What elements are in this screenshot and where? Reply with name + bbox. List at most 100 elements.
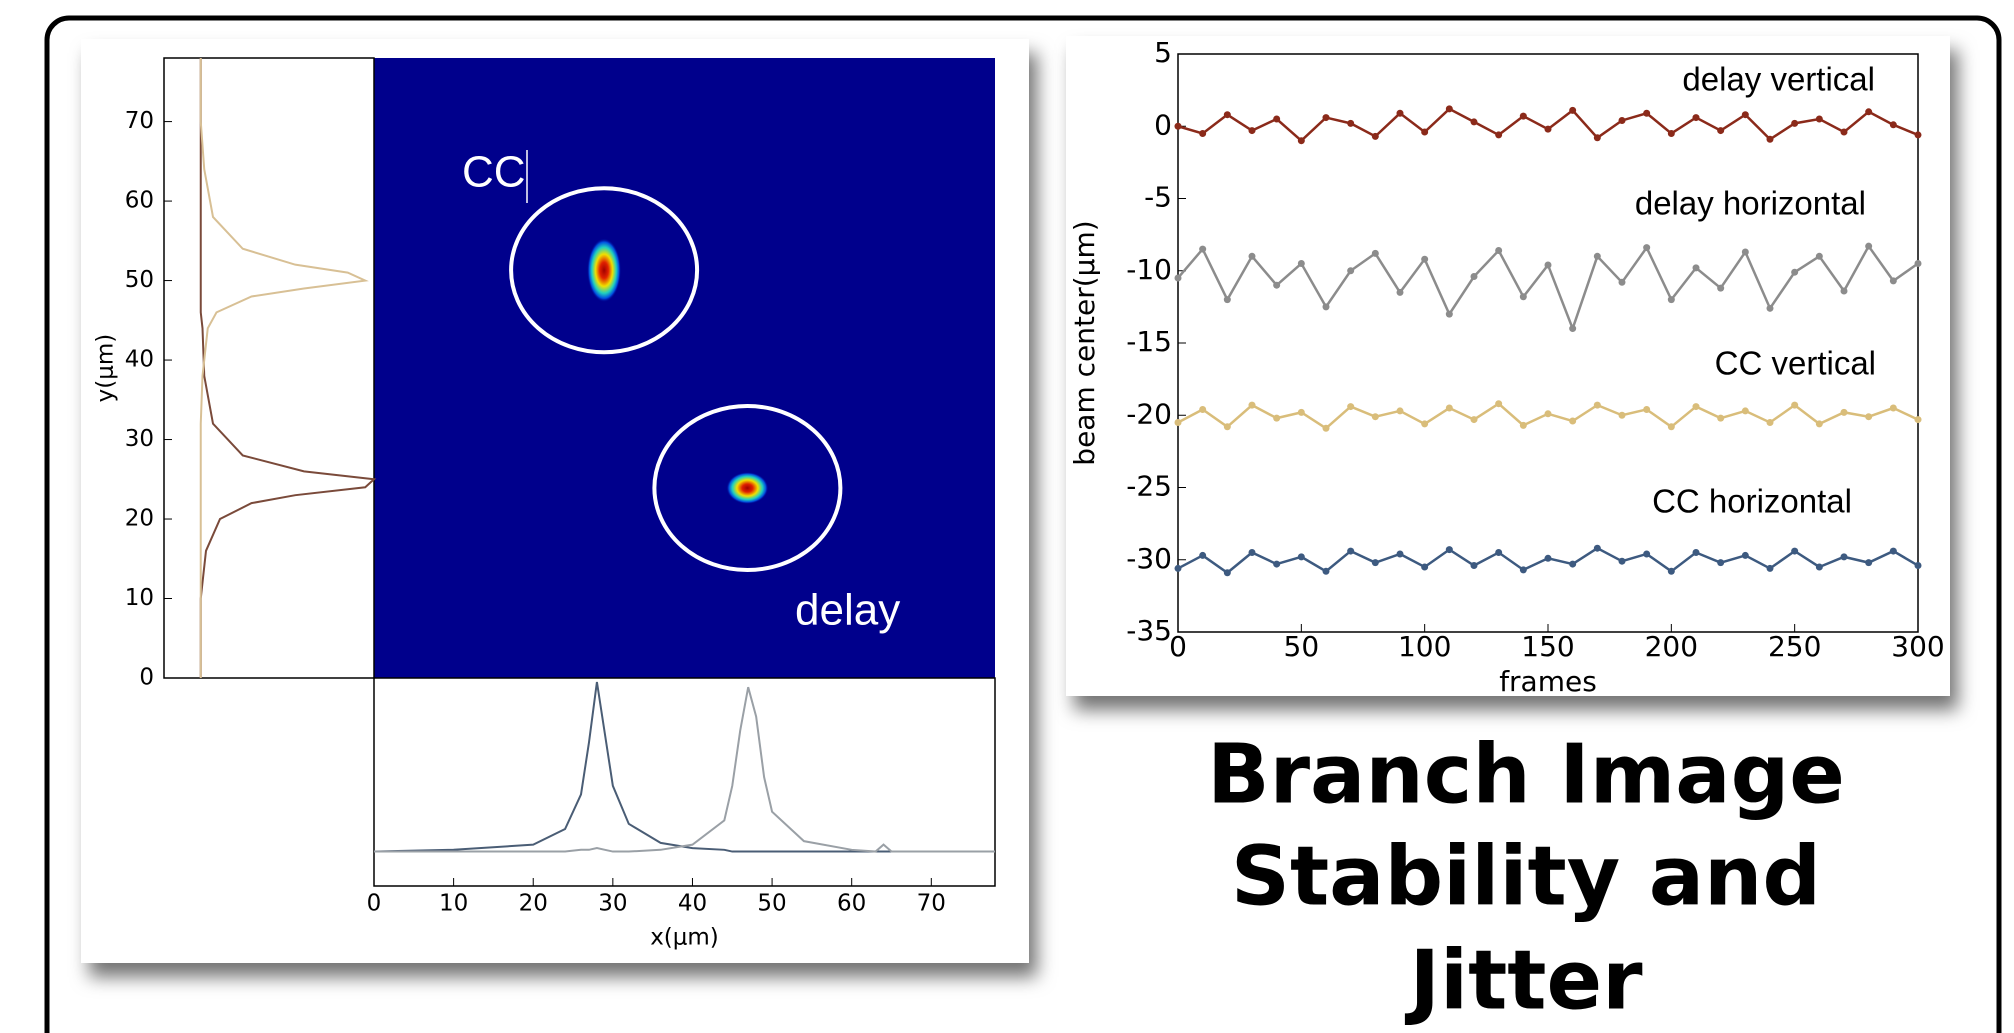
data-point [1397, 289, 1404, 296]
data-point [1742, 552, 1749, 559]
data-point [1791, 402, 1798, 409]
data-point [1446, 405, 1453, 412]
data-point [1249, 127, 1256, 134]
data-point [1175, 274, 1182, 281]
data-point [1915, 562, 1922, 569]
y-tick-label: -15 [1126, 325, 1172, 358]
x-tick-label: 300 [1891, 630, 1944, 663]
data-point [1594, 253, 1601, 260]
data-point [1865, 243, 1872, 250]
data-point [1841, 287, 1848, 294]
data-point [1717, 285, 1724, 292]
y-axis-label: beam center(μm) [1068, 220, 1101, 465]
y-tick-label: 50 [125, 267, 154, 293]
data-point [1890, 277, 1897, 284]
data-point [1471, 273, 1478, 280]
data-point [1397, 407, 1404, 414]
data-point [1619, 412, 1626, 419]
data-point [1717, 559, 1724, 566]
data-point [1841, 409, 1848, 416]
x-tick-label: 10 [439, 891, 468, 917]
data-point [1199, 130, 1206, 137]
data-point [1594, 134, 1601, 141]
data-point [1175, 123, 1182, 130]
data-point [1668, 130, 1675, 137]
data-point [1446, 105, 1453, 112]
annotation: delay [795, 586, 900, 635]
y-tick-label: 60 [125, 188, 154, 214]
data-point [1742, 248, 1749, 255]
data-point [1372, 559, 1379, 566]
data-point [1471, 562, 1478, 569]
data-point [1767, 136, 1774, 143]
data-point [1298, 137, 1305, 144]
y-tick-label: 30 [125, 426, 154, 452]
data-point [1421, 256, 1428, 263]
series-label: CC horizontal [1652, 483, 1852, 520]
data-point [1890, 121, 1897, 128]
y-tick-label: -20 [1126, 397, 1172, 430]
beam-spot [726, 472, 768, 504]
data-point [1520, 113, 1527, 120]
data-point [1520, 293, 1527, 300]
data-point [1249, 253, 1256, 260]
data-point [1717, 415, 1724, 422]
data-point [1347, 267, 1354, 274]
data-point [1890, 405, 1897, 412]
x-tick-label: 50 [1284, 630, 1320, 663]
data-point [1742, 407, 1749, 414]
data-point [1273, 282, 1280, 289]
data-point [1791, 548, 1798, 555]
data-point [1273, 561, 1280, 568]
x-tick-label: 150 [1521, 630, 1574, 663]
data-point [1323, 303, 1330, 310]
data-point [1298, 553, 1305, 560]
data-point [1545, 555, 1552, 562]
data-point [1569, 325, 1576, 332]
data-point [1643, 406, 1650, 413]
data-point [1421, 129, 1428, 136]
data-point [1915, 416, 1922, 423]
y-tick-label: -30 [1126, 542, 1172, 575]
y-tick-label: 70 [125, 108, 154, 134]
data-point [1298, 409, 1305, 416]
data-point [1865, 559, 1872, 566]
data-point [1175, 565, 1182, 572]
data-point [1693, 549, 1700, 556]
data-point [1890, 548, 1897, 555]
data-point [1495, 131, 1502, 138]
data-point [1816, 116, 1823, 123]
data-point [1224, 296, 1231, 303]
y-tick-label: 20 [125, 506, 154, 532]
y-tick-label: 0 [1154, 108, 1172, 141]
data-point [1668, 568, 1675, 575]
data-point [1421, 563, 1428, 570]
data-point [1693, 403, 1700, 410]
title-line: Branch Image [1207, 727, 1845, 822]
data-point [1841, 129, 1848, 136]
x-tick-label: 30 [598, 891, 627, 917]
data-point [1249, 402, 1256, 409]
data-point [1323, 114, 1330, 121]
data-point [1545, 261, 1552, 268]
data-point [1791, 120, 1798, 127]
data-point [1569, 418, 1576, 425]
data-point [1347, 548, 1354, 555]
data-point [1224, 569, 1231, 576]
data-point [1175, 419, 1182, 426]
data-point [1717, 127, 1724, 134]
data-point [1569, 107, 1576, 114]
annotation: CC [462, 148, 526, 197]
data-point [1767, 419, 1774, 426]
y-tick-label: 10 [125, 585, 154, 611]
data-point [1471, 416, 1478, 423]
x-tick-label: 20 [519, 891, 548, 917]
y-tick-label: 40 [125, 347, 154, 373]
data-point [1767, 565, 1774, 572]
series-label: CC vertical [1715, 345, 1876, 382]
data-point [1742, 111, 1749, 118]
data-point [1643, 244, 1650, 251]
data-point [1791, 269, 1798, 276]
y-tick-label: -10 [1126, 253, 1172, 286]
data-point [1372, 133, 1379, 140]
